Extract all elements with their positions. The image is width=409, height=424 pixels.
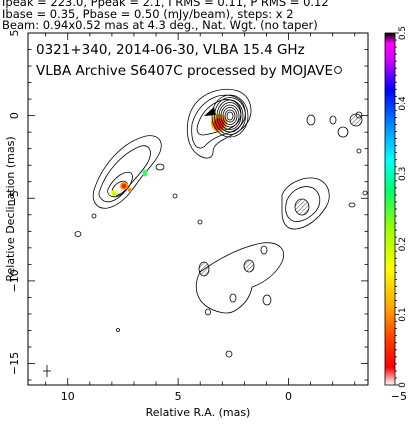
y-tick-label: −5 xyxy=(8,190,21,206)
colorbar-tick-label: 0.1 xyxy=(398,307,408,321)
y-tick-label: −10 xyxy=(8,269,21,292)
colorbar-tick-label: 0 xyxy=(398,382,408,388)
plot-subtitle: VLBA Archive S6407C processed by MOJAVE xyxy=(36,63,333,79)
jet-knot-polarization xyxy=(111,169,148,196)
header-info: Ipeak = 223.0, Ppeak = 2.1, I RMS = 0.11… xyxy=(2,0,407,32)
south-extended-contour xyxy=(195,242,284,316)
colorbar-tick-label: 0.3 xyxy=(398,167,408,181)
x-axis-ticks: 10 5 0 −5 xyxy=(45,33,407,403)
mojave-logo xyxy=(334,66,342,74)
x-axis-title: Relative R.A. (mas) xyxy=(146,406,251,419)
x-tick-label: 5 xyxy=(175,390,182,403)
y-axis-ticks: 5 0 −5 −10 −15 xyxy=(8,30,368,381)
noise-contours xyxy=(74,148,368,358)
colorbar-tick-label: 0.4 xyxy=(398,96,408,111)
header-line-1: Ipeak = 223.0, Ppeak = 2.1, I RMS = 0.11… xyxy=(2,0,329,9)
header-line-2: Ibase = 0.35, Pbase = 0.50 (mJy/beam), s… xyxy=(2,6,294,21)
core-arrow xyxy=(204,107,216,116)
x-tick-label: 10 xyxy=(61,390,75,403)
colorbar-tick-label: 0.2 xyxy=(398,237,408,251)
plot-frame xyxy=(27,32,369,386)
x-tick-label: −5 xyxy=(391,390,407,403)
core-inner-contours xyxy=(211,94,249,138)
y-tick-label: 5 xyxy=(8,30,21,37)
y-axis-title: Relative Declination (mas) xyxy=(4,136,17,281)
x-tick-label: 0 xyxy=(285,390,292,403)
colorbar xyxy=(384,32,396,386)
header-line-3: Beam: 0.94x0.52 mas at 4.3 deg., Nat. Wg… xyxy=(2,18,318,32)
y-tick-label: −15 xyxy=(8,352,21,375)
beam-marker xyxy=(43,365,51,377)
colorbar-ticks: 0 0.1 0.2 0.3 0.4 0.5 xyxy=(395,26,408,388)
plot-title: 0321+340, 2014-06-30, VLBA 15.4 GHz xyxy=(36,42,305,58)
colorbar-tick-label: 0.5 xyxy=(398,26,408,40)
y-tick-label: 0 xyxy=(8,112,21,119)
southwest-contours xyxy=(281,111,363,230)
